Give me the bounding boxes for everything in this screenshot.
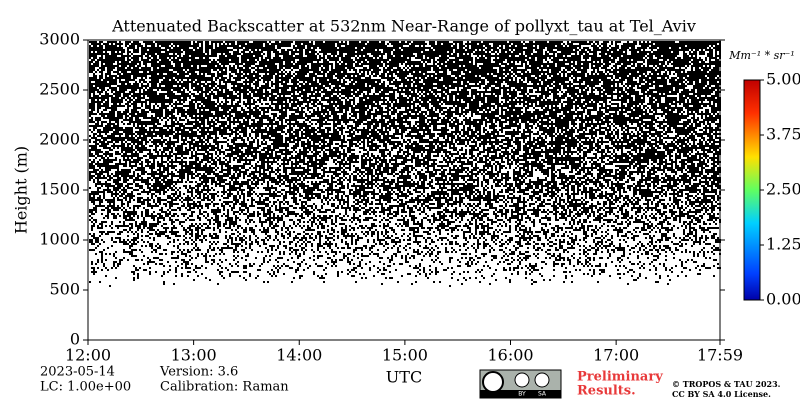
badge-by-icon: [514, 372, 530, 388]
badge-cc: [482, 371, 504, 393]
footer-version: Version: 3.6: [159, 365, 238, 380]
y-axis-label: Height (m): [12, 146, 31, 234]
y-tick-label: 1000: [39, 230, 80, 249]
y-tick-label: 0: [70, 330, 80, 349]
colorbar-tick-label: 2.50: [766, 180, 800, 199]
y-tick-label: 2500: [39, 80, 80, 99]
license-badge: BY SA: [479, 369, 562, 399]
footer-date: 2023-05-14: [40, 365, 115, 380]
x-tick-label: 16:00: [487, 346, 533, 365]
y-tick-label: 3000: [39, 30, 80, 49]
colorbar-tick-label: 5.00: [766, 70, 800, 89]
x-axis-label: UTC: [386, 368, 422, 387]
footer-license: CC BY SA 4.0 License.: [672, 389, 771, 399]
badge-strip: [480, 390, 561, 398]
x-tick-label: 13:00: [171, 346, 217, 365]
badge-by: BY: [518, 391, 526, 398]
colorbar-tick-label: 3.75: [766, 125, 800, 144]
footer-copyright: © TROPOS & TAU 2023.: [672, 379, 781, 389]
footer-calibration: Calibration: Raman: [160, 380, 289, 395]
footer-results: Results.: [577, 384, 636, 399]
x-tick-label: 17:59: [697, 346, 743, 365]
footer-preliminary: Preliminary: [577, 370, 663, 385]
badge-sa: SA: [538, 391, 547, 398]
badge-sa-icon: [534, 372, 550, 388]
colorbar-label: Mm⁻¹ * sr⁻¹: [728, 49, 795, 62]
colorbar-tick-label: 0.00: [766, 290, 800, 309]
x-tick-label: 15:00: [382, 346, 428, 365]
x-tick-label: 12:00: [65, 346, 111, 365]
x-tick-label: 14:00: [276, 346, 322, 365]
backscatter-texture: [89, 41, 721, 287]
chart-title: Attenuated Backscatter at 532nm Near-Ran…: [111, 17, 696, 36]
plot-area: [89, 41, 721, 287]
footer-lc: LC: 1.00e+00: [40, 380, 131, 395]
y-tick-label: 500: [49, 280, 80, 299]
x-tick-label: 17:00: [593, 346, 639, 365]
colorbar-tick-label: 1.25: [766, 235, 800, 254]
colorbar: [744, 80, 760, 300]
y-tick-label: 2000: [39, 130, 80, 149]
y-tick-label: 1500: [39, 180, 80, 199]
